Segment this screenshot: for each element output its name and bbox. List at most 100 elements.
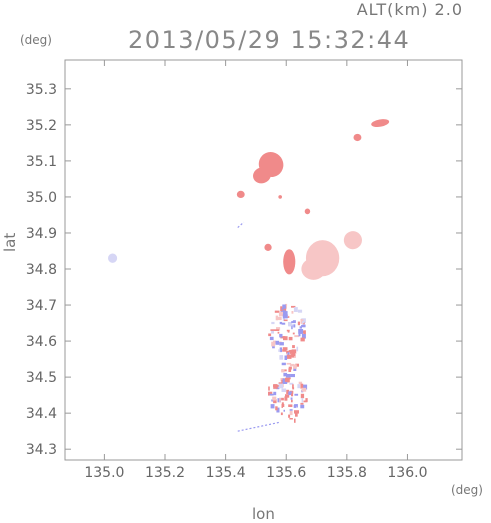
y-tick-label: 34.5: [26, 370, 57, 386]
echo-blob-south-1-cell: [280, 336, 286, 339]
echo-blob-south-3-cell: [288, 404, 293, 407]
echo-blob-south-1-cell: [274, 310, 280, 313]
echo-blob-south-3-cell: [281, 379, 284, 384]
echo-blob-south-3-cell: [273, 399, 277, 404]
x-tick-label: 135.6: [266, 465, 306, 481]
echo-blob-south-1-cell: [271, 341, 276, 347]
echo-blob-south-3-cell: [294, 393, 299, 396]
echo-blob-south-1-cell: [300, 337, 305, 342]
echo-blob-south-4-cell: [289, 418, 293, 420]
echo-blob-south-1-cell: [277, 316, 282, 321]
echo-blob-south-3-cell: [268, 391, 273, 396]
echo-blob-south-3-cell: [286, 389, 290, 394]
echo-blob-south-3-cell: [276, 407, 280, 413]
echo-blob-mid: [304, 208, 311, 215]
y-tick-label: 34.7: [26, 298, 57, 314]
echo-blob-south-4-cell: [289, 410, 293, 416]
x-axis-label: lon: [252, 505, 275, 523]
echo-blob-south-3-cell: [281, 405, 283, 408]
echo-blob-south-3-cell: [302, 384, 308, 390]
echo-blob-east: [343, 231, 362, 250]
echo-blob-south-3-cell: [268, 386, 270, 391]
echo-blob-south-3-cell: [281, 388, 287, 392]
y-tick-label: 35.1: [26, 154, 57, 170]
echo-blob-south-1-cell: [303, 330, 306, 335]
echo-blob-south-1-cell: [298, 333, 301, 337]
echo-blob-south-4-cell: [295, 411, 298, 417]
echo-blob-south-1-cell: [291, 324, 293, 330]
echo-blob-south-2-cell: [289, 363, 294, 367]
echo-blob-south-3-cell: [283, 409, 285, 412]
echo-blob-ring-1: [264, 243, 272, 251]
y-tick-label: 35.2: [26, 118, 57, 134]
echo-streak: [237, 221, 245, 229]
echo-blob-south-1-cell: [275, 315, 278, 321]
echo-blob-south-3-cell: [293, 404, 297, 408]
echo-blob-south-4-cell: [294, 418, 296, 423]
echo-blob-south-3-cell: [289, 409, 293, 411]
echo-blob-south-3-cell: [303, 400, 308, 403]
echo-blob-south-3-cell: [305, 398, 308, 402]
echo-blob-south-1-cell: [288, 322, 292, 327]
y-tick-label: 34.9: [26, 226, 57, 242]
x-tick-label: 136.0: [387, 465, 427, 481]
echo-blob-south-3-cell: [292, 384, 294, 388]
y-unit-label: (deg): [20, 33, 52, 47]
echo-blob-south-1-cell: [286, 329, 290, 332]
echo-blob-south-3-cell: [284, 377, 290, 383]
echo-blob-south-2-cell: [283, 369, 287, 372]
echo-blob-south-1-cell: [297, 321, 300, 326]
echo-blob-south-3-cell: [278, 383, 284, 389]
echo-blob-south-1-cell: [269, 336, 274, 341]
echo-blob-south-3-cell: [272, 396, 277, 401]
y-tick-label: 35.0: [26, 190, 57, 206]
echo-blob-ring-2: [283, 249, 296, 275]
echo-blob-south-3-cell: [298, 381, 303, 384]
tick-layer: 135.0 135.2 135.4 135.6 135.8 136.0 35.3 35.2 35…: [26, 60, 462, 481]
echo-blob-south-3-cell: [291, 393, 294, 397]
echo-blob-south-2-cell: [283, 372, 288, 377]
echo-blob-south-2-cell: [293, 364, 297, 369]
echo-blob-ne-small: [353, 133, 362, 142]
plot-frame: [64, 59, 463, 461]
echo-blob-south-1-cell: [279, 355, 284, 360]
echo-blob-south-2-cell: [295, 363, 299, 367]
y-tick-label: 34.6: [26, 334, 57, 350]
altitude-label: ALT(km) 2.0: [356, 0, 463, 19]
echo-blob-south-2-cell: [288, 368, 292, 372]
echo-blob-south-1-cell: [299, 326, 302, 329]
echo-streak: [237, 421, 281, 432]
echo-blob-west: [108, 253, 118, 263]
echo-blob-south-1-cell: [279, 342, 284, 346]
echo-blob-south-1-cell: [296, 346, 299, 352]
echo-blob-south-3-cell: [300, 383, 304, 389]
echo-blob-south-1-cell: [282, 347, 288, 351]
echo-blob-south-3-cell: [300, 404, 305, 409]
x-tick-label: 135.4: [206, 465, 246, 481]
echo-blob-south-3-cell: [289, 382, 294, 385]
echo-blob-south-1-cell: [282, 308, 287, 312]
echo-blob-south-1-cell: [284, 303, 288, 307]
echo-blob-south-2-cell: [291, 354, 295, 358]
echo-blob-south-1-cell: [282, 314, 288, 319]
echo-blob-south-4-cell: [288, 414, 291, 418]
echo-blob-south-3-cell: [301, 397, 304, 403]
echo-blob-south-1-cell: [281, 322, 286, 325]
echo-blob-south-1-cell: [283, 336, 288, 341]
echo-blob-south-1-cell: [271, 321, 275, 325]
x-unit-label: (deg): [451, 483, 483, 497]
echo-blob-south-1-cell: [274, 329, 280, 331]
echo-blob-south-3-cell: [300, 393, 305, 399]
echo-blob-south-1-cell: [282, 304, 286, 309]
echo-blob-south-3-cell: [290, 397, 293, 400]
echo-blob-small: [278, 195, 282, 199]
echo-blob-south-3-cell: [281, 397, 284, 401]
echo-blob-south-1-cell: [270, 329, 275, 331]
echo-blob-south-1-cell: [294, 335, 300, 338]
timestamp-title: 2013/05/29 15:32:44: [128, 26, 411, 54]
echo-blob-south-1-cell: [301, 324, 306, 327]
echo-blob-south-2-cell: [284, 355, 288, 360]
echo-blob-south-3-cell: [296, 404, 298, 408]
echo-blob-south-1-cell: [287, 352, 290, 357]
